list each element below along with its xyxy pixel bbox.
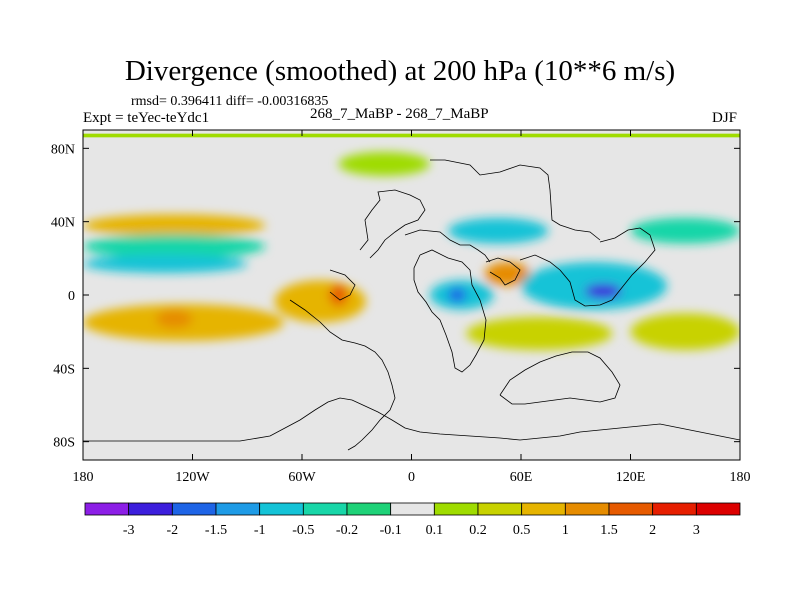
x-tick-label: 60E <box>510 470 533 485</box>
colorbar-label: -0.2 <box>336 523 358 538</box>
coastline-central-america <box>329 269 356 301</box>
field-region-7 <box>274 280 366 323</box>
coastline-australia <box>499 351 621 405</box>
coastline-antarctica <box>83 397 740 442</box>
colorbar-label: 0.5 <box>513 523 531 538</box>
coastline-eurasia-north <box>430 159 601 241</box>
field-region-4 <box>83 254 248 273</box>
x-tick-label: 60W <box>288 470 316 485</box>
colorbar-swatch <box>171 502 217 516</box>
colorbar-swatch <box>390 502 435 516</box>
coastline-layer <box>83 159 740 451</box>
colorbar-label: 1 <box>562 523 569 538</box>
field-region-2 <box>83 214 266 237</box>
colorbar-swatch <box>652 502 697 516</box>
colorbar-label: -3 <box>123 523 135 538</box>
y-tick-label: 40N <box>51 216 75 231</box>
colorbar-swatch <box>521 502 566 516</box>
runs-label: 268_7_MaBP - 268_7_MaBP <box>310 106 489 122</box>
y-tick-label: 40S <box>53 362 75 377</box>
x-tick-label: 120W <box>175 470 210 485</box>
coastline-greenland <box>359 189 426 259</box>
colorbar-swatch <box>84 502 130 516</box>
colorbar-swatch <box>346 502 392 516</box>
field-region-14 <box>630 218 740 244</box>
colorbar-label: -0.5 <box>292 523 314 538</box>
coastline-south-asia <box>519 227 656 307</box>
colorbar-label: -0.1 <box>380 523 402 538</box>
colorbar-swatch <box>128 502 173 516</box>
axes-layer: 180 120W 60W 0 60E 120E 180 80N 40N 0 40S 80S <box>51 130 751 485</box>
coastline-americas <box>289 299 396 451</box>
x-tick-label: 0 <box>408 470 415 485</box>
colorbar-swatch <box>564 502 610 516</box>
y-tick-label: 0 <box>68 289 75 304</box>
colorbar: -3 -2 -1.5 -1 -0.5 -0.2 -0.1 0.1 0.2 0.5 1 1.5 2 3 <box>84 502 741 538</box>
chart-title: Divergence (smoothed) at 200 hPa (10**6 … <box>124 55 676 87</box>
field-region-11 <box>484 262 531 286</box>
x-tick-label: 120E <box>616 470 646 485</box>
colorbar-label: -1.5 <box>205 523 227 538</box>
colorbar-label: -1 <box>254 523 266 538</box>
field-region-15 <box>448 218 549 244</box>
field-region-8 <box>329 284 348 306</box>
coastline-arabia-india <box>485 257 521 286</box>
colorbar-label: 3 <box>693 523 700 538</box>
coastline-africa <box>413 249 487 373</box>
colorbar-swatch <box>608 502 654 516</box>
experiment-label: Expt = teYec-teYdc1 <box>83 110 210 126</box>
season-label: DJF <box>712 110 738 126</box>
coastline-europe <box>404 229 491 263</box>
y-tick-label: 80S <box>53 436 75 451</box>
colorbar-swatch <box>259 502 304 516</box>
field-region-6 <box>156 309 193 329</box>
colorbar-swatch <box>477 502 523 516</box>
colorbar-swatch <box>695 502 741 516</box>
colorbar-label: 2 <box>649 523 656 538</box>
field-region-17 <box>630 313 740 350</box>
field-region-1 <box>338 152 430 176</box>
colorbar-swatch <box>433 502 479 516</box>
y-tick-label: 80N <box>51 142 75 157</box>
field-region-16 <box>466 317 613 350</box>
colorbar-label: 0.2 <box>469 523 487 538</box>
colorbar-label: 1.5 <box>600 523 618 538</box>
field-region-3 <box>83 234 266 259</box>
colorbar-label: 0.1 <box>426 523 444 538</box>
colorbar-swatch <box>302 502 348 516</box>
colorbar-label: -2 <box>166 523 178 538</box>
field-region-10 <box>448 287 467 303</box>
x-tick-label: 180 <box>73 470 94 485</box>
stats-line: rmsd= 0.396411 diff= -0.00316835 <box>131 94 329 109</box>
x-tick-label: 180 <box>730 470 751 485</box>
field-region-13 <box>584 284 622 299</box>
colorbar-swatch <box>215 502 261 516</box>
